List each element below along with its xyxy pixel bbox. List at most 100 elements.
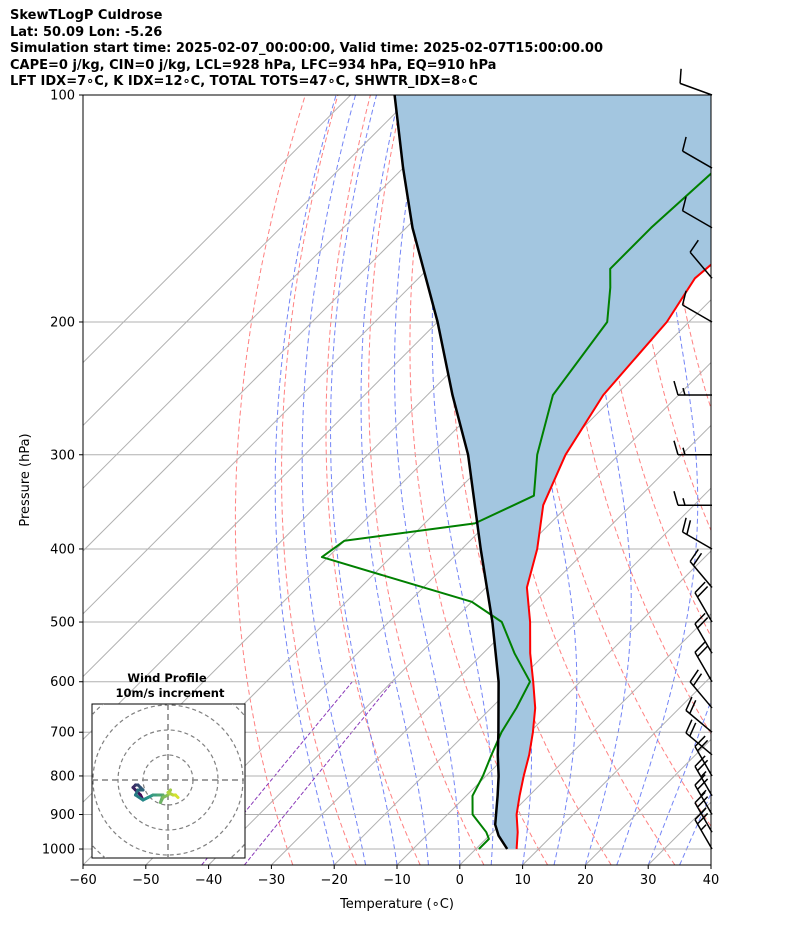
isotherm (271, 424, 711, 865)
parcel-line (393, 95, 509, 850)
moist-adiabat (301, 95, 367, 865)
barb-shaft (694, 784, 713, 815)
barb-shaft (685, 732, 713, 756)
hodograph-inset: Wind Profile 10m/s increment (91, 671, 246, 859)
barb-flag (681, 196, 687, 211)
hodograph-segment (134, 793, 145, 802)
moist-adiabat (616, 95, 699, 865)
wind-barb (681, 290, 713, 323)
isotherm (83, 95, 351, 364)
hodograph-subtitle: 10m/s increment (116, 686, 225, 700)
wind-barb (673, 440, 712, 456)
barb-flag (694, 641, 706, 653)
dry-adiabat (728, 95, 794, 865)
barb-shaft (682, 531, 713, 550)
barb-flag (692, 552, 703, 566)
wind-barb (689, 549, 713, 589)
location-line: Lat: 50.09 Lon: -5.26 (10, 24, 163, 40)
barb-flag (696, 585, 709, 598)
moist-adiabat (431, 95, 494, 865)
chart-header: SkewTLogP Culdrose Lat: 50.09 Lon: -5.26… (10, 8, 603, 91)
barb-flag (673, 380, 679, 396)
x-tick-label: 10 (514, 873, 531, 888)
barb-flag (696, 796, 709, 808)
barb-shaft (689, 561, 713, 589)
barb-flag (689, 549, 699, 562)
barb-shaft (694, 651, 713, 683)
barb-flag (673, 440, 679, 455)
wind-barb (673, 491, 712, 506)
barb-flag (689, 239, 699, 253)
barb-flag (681, 136, 687, 152)
barb-flag (696, 812, 709, 825)
temperature-line (515, 263, 711, 850)
hodograph-plot (92, 704, 245, 858)
x-tick-label: 0 (456, 873, 464, 888)
dry-adiabat (234, 95, 306, 865)
hodograph-title: Wind Profile (127, 671, 207, 685)
y-tick-label: 300 (50, 448, 75, 463)
wind-barb (685, 719, 713, 756)
y-tick-label: 1000 (42, 843, 75, 858)
isotherm (83, 95, 477, 489)
profile-lines (320, 95, 711, 850)
y-tick-label: 200 (50, 315, 75, 330)
barb-flag (689, 722, 697, 737)
y-tick-label: 100 (50, 89, 75, 104)
dry-adiabat (761, 95, 794, 865)
x-tick-label: −30 (258, 873, 285, 888)
moist-adiabat (360, 95, 429, 865)
dry-adiabat (281, 95, 357, 865)
barb-shaft (679, 82, 713, 96)
mixing-ratio-line (244, 681, 394, 865)
wind-barb (694, 612, 713, 654)
barb-flag (694, 735, 706, 748)
isotherm (459, 613, 711, 865)
x-tick-label: 30 (640, 873, 657, 888)
barb-half-flag (700, 789, 707, 796)
dewpoint-line (320, 172, 711, 850)
wind-barb (681, 196, 713, 229)
wind-barb (694, 755, 713, 797)
barb-flag (694, 808, 706, 821)
moist-adiabat (710, 863, 711, 865)
barb-flag (694, 755, 706, 767)
isotherm (333, 487, 711, 865)
x-tick-label: −60 (69, 873, 96, 888)
isotherm (83, 95, 414, 427)
wind-barb (681, 517, 713, 550)
barb-flag (694, 612, 706, 625)
moist-adiabat (394, 95, 461, 865)
params-line: CAPE=0 j/kg, CIN=0 j/kg, LCL=928 hPa, LF… (10, 57, 497, 73)
isotherm (710, 864, 711, 865)
barb-shaft (682, 304, 713, 323)
isotherm (522, 675, 711, 865)
x-tick-label: 40 (703, 873, 720, 888)
chart-title: SkewTLogP Culdrose (10, 8, 163, 23)
wind-barb (689, 239, 713, 279)
wind-barb (694, 774, 713, 815)
barb-flag (689, 669, 699, 683)
barb-shaft (694, 623, 713, 654)
barb-shaft (689, 681, 713, 709)
barb-shaft (689, 251, 713, 279)
barb-flag (681, 290, 687, 306)
barb-flag (685, 696, 693, 711)
wind-barb (673, 380, 712, 396)
x-tick-label: −20 (320, 873, 347, 888)
barb-half-flag (700, 770, 707, 778)
y-tick-label: 900 (50, 808, 75, 823)
barb-flag (694, 774, 706, 786)
moist-adiabat (584, 95, 632, 865)
barb-shaft (694, 746, 713, 777)
wind-barb (681, 136, 713, 169)
barb-half-flag (700, 824, 707, 831)
barb-shaft (682, 150, 713, 169)
barb-flag (696, 778, 709, 790)
y-tick-label: 800 (50, 769, 75, 784)
barb-flag (692, 673, 703, 687)
barb-flag (696, 759, 709, 772)
hodograph-segment (174, 793, 180, 799)
barb-shaft (694, 592, 713, 623)
barb-flag (696, 739, 709, 752)
